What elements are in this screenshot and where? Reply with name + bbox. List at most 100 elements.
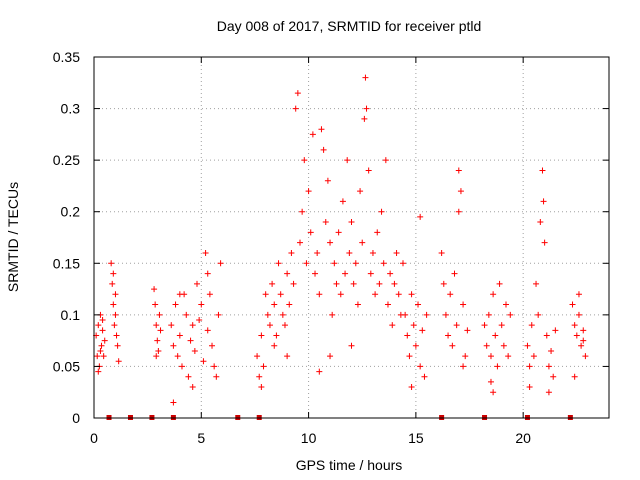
- data-point: [357, 188, 364, 195]
- data-point: [552, 327, 559, 334]
- x-tick-label: 0: [90, 430, 98, 446]
- data-point: [526, 363, 533, 370]
- data-point: [453, 322, 460, 329]
- data-point: [507, 311, 514, 318]
- x-tick-label: 5: [197, 430, 205, 446]
- data-point: [423, 311, 430, 318]
- data-point: [344, 157, 351, 164]
- data-point: [101, 337, 108, 344]
- data-point: [412, 342, 419, 349]
- data-point: [303, 260, 310, 267]
- data-point: [393, 249, 400, 256]
- data-point: [580, 337, 587, 344]
- y-tick-label: 0.3: [61, 101, 81, 117]
- data-point: [284, 353, 291, 360]
- data-point: [462, 353, 469, 360]
- data-point: [112, 311, 119, 318]
- data-point: [99, 327, 106, 334]
- data-point: [110, 270, 117, 277]
- data-point: [176, 332, 183, 339]
- data-point: [337, 291, 344, 298]
- data-point: [309, 131, 316, 138]
- data-point: [575, 291, 582, 298]
- x-axis-label: GPS time / hours: [296, 457, 403, 473]
- data-point: [376, 280, 383, 287]
- data-point: [327, 239, 334, 246]
- data-point: [363, 105, 370, 112]
- y-tick-label: 0.25: [53, 152, 80, 168]
- data-point: [406, 353, 413, 360]
- data-point: [170, 399, 177, 406]
- data-point: [299, 208, 306, 215]
- grid-lines: [94, 57, 609, 418]
- data-point: [342, 270, 349, 277]
- data-point: [301, 157, 308, 164]
- data-point: [196, 317, 203, 324]
- data-point: [288, 249, 295, 256]
- data-point: [211, 363, 218, 370]
- data-point: [97, 347, 104, 354]
- data-point: [395, 291, 402, 298]
- data-point: [286, 301, 293, 308]
- data-point: [266, 322, 273, 329]
- data-point: [400, 260, 406, 267]
- data-point: [535, 311, 542, 318]
- data-point: [496, 280, 503, 287]
- data-point: [378, 208, 385, 215]
- data-point: [449, 342, 456, 349]
- data-point: [333, 280, 340, 287]
- data-point: [578, 342, 585, 349]
- data-point: [539, 167, 546, 174]
- data-point: [256, 373, 263, 380]
- data-point: [545, 363, 552, 370]
- data-point: [569, 301, 576, 308]
- data-point: [524, 342, 531, 349]
- data-point: [415, 301, 422, 308]
- data-point: [528, 322, 535, 329]
- data-point: [440, 280, 447, 287]
- data-point: [156, 311, 163, 318]
- data-point: [548, 347, 555, 354]
- data-point: [206, 291, 213, 298]
- x-tick-label: 20: [515, 430, 531, 446]
- data-point: [316, 291, 323, 298]
- data-point: [550, 373, 557, 380]
- data-point: [382, 157, 389, 164]
- data-point: [204, 327, 211, 334]
- data-point: [391, 280, 398, 287]
- data-point: [402, 311, 409, 318]
- data-point: [170, 342, 177, 349]
- data-point: [455, 208, 462, 215]
- data-point: [297, 239, 303, 246]
- data-point: [305, 188, 312, 195]
- data-point: [100, 353, 107, 360]
- data-point: [487, 353, 494, 360]
- data-point: [191, 347, 198, 354]
- data-point: [174, 353, 181, 360]
- data-point: [485, 311, 492, 318]
- data-point: [417, 213, 424, 220]
- data-point: [575, 311, 582, 318]
- x-tick-label: 10: [301, 430, 317, 446]
- data-point: [200, 358, 207, 365]
- data-point: [189, 322, 196, 329]
- data-point: [294, 90, 301, 97]
- data-point: [481, 322, 488, 329]
- data-point: [269, 280, 276, 287]
- data-point: [374, 229, 381, 236]
- data-point: [204, 270, 211, 277]
- data-point: [408, 384, 415, 391]
- data-point: [346, 249, 353, 256]
- data-point: [327, 353, 334, 360]
- data-point: [339, 198, 346, 205]
- data-point: [451, 270, 458, 277]
- x-tick-labels: 0 5 10 15 20: [90, 57, 531, 446]
- y-tick-label: 0.05: [53, 358, 80, 374]
- data-point: [99, 317, 106, 324]
- data-point: [455, 167, 462, 174]
- data-point: [580, 327, 587, 334]
- data-point: [194, 280, 200, 287]
- data-point: [537, 219, 544, 226]
- data-point: [348, 219, 355, 226]
